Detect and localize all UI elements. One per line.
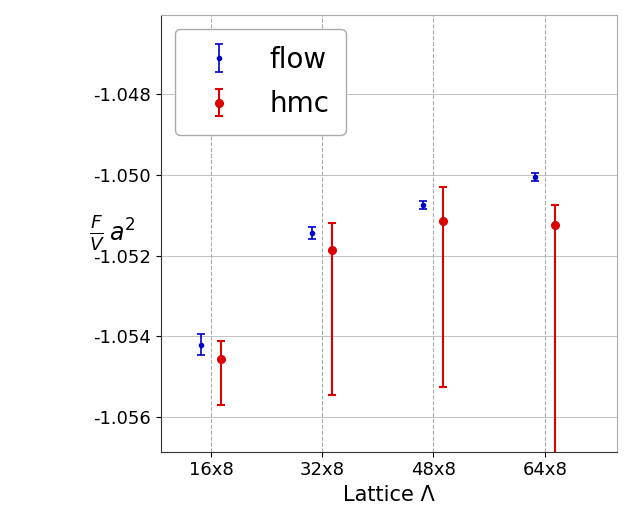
Text: $\frac{F}{V}$: $\frac{F}{V}$ <box>89 213 105 253</box>
Text: $a^2$: $a^2$ <box>109 220 135 247</box>
X-axis label: Lattice Λ: Lattice Λ <box>343 485 435 505</box>
Legend: flow, hmc: flow, hmc <box>175 29 346 135</box>
